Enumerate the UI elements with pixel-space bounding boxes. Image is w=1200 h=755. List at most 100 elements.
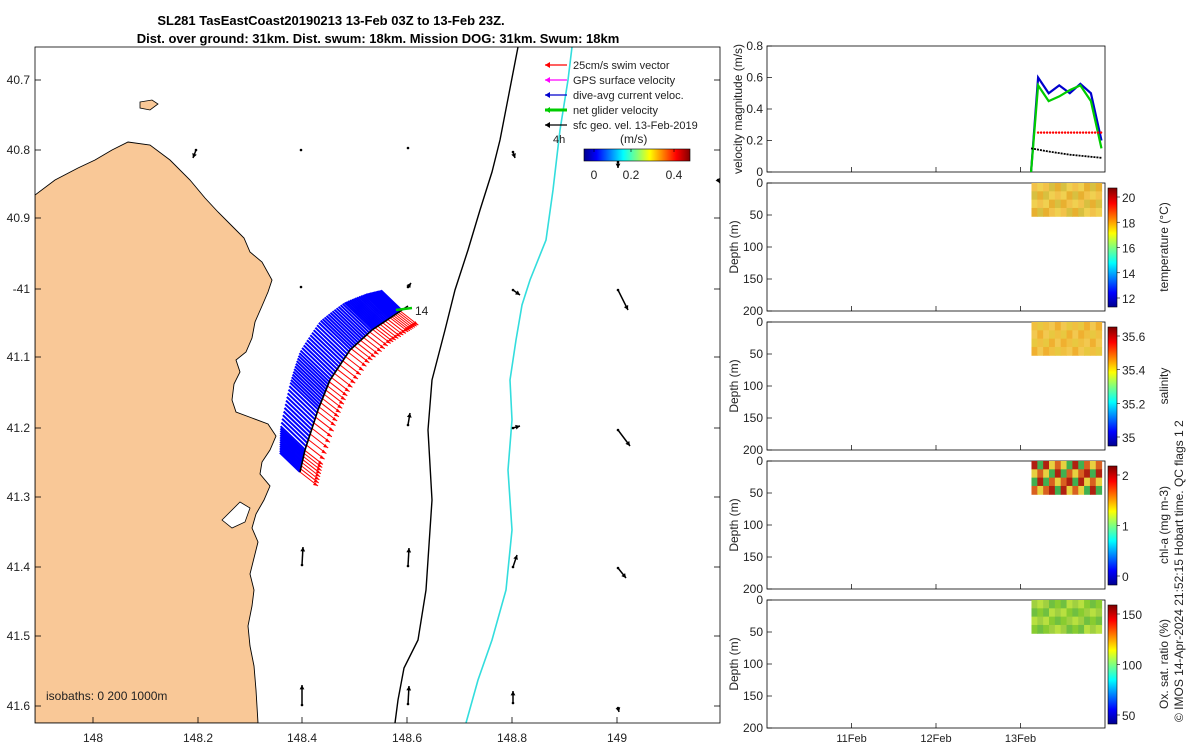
depth-tick-label: 50: [750, 208, 764, 222]
heatmap-cell: [1095, 191, 1103, 201]
colorbar-tick-label: 2: [1122, 469, 1129, 483]
heatmap-cell: [1072, 191, 1079, 201]
heatmap-cell: [1078, 183, 1085, 192]
heatmap-cell: [1049, 485, 1056, 495]
heatmap-cell: [1066, 469, 1073, 479]
time-tick-label: 13Feb: [1005, 733, 1036, 745]
heatmap-cell: [1043, 469, 1050, 479]
heatmap-cell: [1089, 608, 1097, 618]
heatmap-cell: [1049, 183, 1056, 192]
heatmap-cell: [1049, 608, 1056, 618]
vel-point: [1057, 131, 1061, 134]
heatmap-cell: [1072, 183, 1079, 192]
heatmap-cell: [1037, 191, 1044, 201]
lat-tick-label: 40.7: [7, 73, 31, 87]
heatmap-cell: [1049, 330, 1056, 340]
heatmap-cell: [1037, 346, 1044, 356]
heatmap-cell: [1037, 199, 1044, 209]
lat-tick-label: -41: [13, 282, 31, 296]
heatmap-cell: [1084, 199, 1091, 209]
heatmap-cell: [1037, 600, 1044, 609]
estuary: [221, 501, 251, 529]
heatmap-cell: [1043, 330, 1050, 340]
colorbar-tick-label: 100: [1122, 659, 1142, 673]
heatmap-cell: [1043, 461, 1050, 470]
heatmap-cell: [1060, 461, 1068, 470]
heatmap-cell: [1054, 485, 1062, 495]
heatmap-cell: [1072, 624, 1079, 634]
heatmap-cell: [1031, 600, 1038, 609]
heatmap-cell: [1043, 191, 1050, 201]
heatmap-cell: [1031, 207, 1038, 217]
heatmap-cell: [1078, 461, 1085, 470]
vel-point: [1069, 131, 1073, 134]
section-panel: 0 50 100 150 200 Depth (m) 20 18 16 14 12 temperatu…: [727, 176, 1171, 318]
depth-tick-label: 150: [743, 272, 763, 286]
depth-ylabel: Depth (m): [727, 220, 741, 273]
vel-point: [1099, 131, 1103, 134]
colorbar-title: (m/s): [620, 132, 647, 146]
colorbar-tick-label: 0: [591, 168, 598, 182]
legend-item-label: net glider velocity: [573, 105, 658, 117]
vel-point: [1093, 131, 1097, 134]
heatmap-cell: [1066, 485, 1073, 495]
heatmap-cell: [1043, 322, 1050, 331]
colorbar-tick-label: 0: [1122, 570, 1129, 584]
heatmap-cell: [1054, 461, 1062, 470]
heatmap-cell: [1095, 338, 1103, 348]
vel-point: [1090, 131, 1094, 134]
glider-track: [299, 305, 409, 473]
heatmap-cell: [1037, 624, 1044, 634]
section-colorbar: [1107, 604, 1118, 725]
depth-tick-label: 50: [750, 347, 764, 361]
heatmap-cell: [1078, 616, 1085, 626]
lon-tick-label: 148.8: [497, 731, 527, 745]
colorbar-tick-label: 35.6: [1122, 330, 1146, 344]
depth-ylabel: Depth (m): [727, 359, 741, 412]
vel-point: [1084, 131, 1088, 134]
heatmap-cell: [1060, 338, 1068, 348]
heatmap-cell: [1066, 600, 1073, 609]
isobath-1000: [465, 47, 573, 723]
heatmap-cell: [1031, 477, 1038, 487]
heatmap-cell: [1095, 322, 1103, 331]
speed-colorbar: [583, 148, 691, 162]
heatmap-cell: [1060, 469, 1068, 479]
heatmap-cell: [1084, 469, 1091, 479]
heatmap-cell: [1043, 346, 1050, 356]
heatmap-cell: [1072, 485, 1079, 495]
heatmap-cell: [1095, 199, 1103, 209]
heatmap-cell: [1031, 461, 1038, 470]
heatmap-cell: [1095, 330, 1103, 340]
vel-point: [1066, 131, 1070, 134]
heatmap-cell: [1043, 485, 1050, 495]
heatmap-cell: [1078, 322, 1085, 331]
heatmap-cell: [1031, 338, 1038, 348]
depth-tick-label: 100: [743, 240, 763, 254]
lat-tick-label: 41.4: [7, 560, 31, 574]
heatmap-cell: [1031, 191, 1038, 201]
heatmap-cell: [1049, 461, 1056, 470]
heatmap-cell: [1095, 183, 1103, 192]
lat-tick-label: 41.5: [7, 629, 31, 643]
section-panel: 0 50 100 150 200 Depth (m) 2 1 0 chl-a (mg m-3): [727, 454, 1171, 596]
heatmap-cell: [1089, 183, 1097, 192]
heatmap-cell: [1037, 330, 1044, 340]
heatmap-cell: [1049, 338, 1056, 348]
colorbar-tick-label: 14: [1122, 267, 1136, 281]
depth-tick-label: 50: [750, 625, 764, 639]
section-panel: 0 50 100 150 200 Depth (m) 35.6 35.4 35.2 35 salin…: [727, 315, 1171, 457]
heatmap-cell: [1043, 624, 1050, 634]
heatmap-cell: [1084, 322, 1091, 331]
heatmap-cell: [1089, 322, 1097, 331]
heatmap-cell: [1054, 322, 1062, 331]
colorbar-tick-label: 35: [1122, 431, 1136, 445]
colorbar-tick-label: 0.2: [623, 168, 640, 182]
colorbar-label: Ox. sat. ratio (%): [1157, 619, 1171, 709]
depth-tick-label: 200: [743, 582, 763, 596]
heatmap-cell: [1060, 207, 1068, 217]
heatmap-cell: [1054, 477, 1062, 487]
vel-point: [1075, 131, 1079, 134]
heatmap-cell: [1084, 600, 1091, 609]
heatmap-cell: [1089, 207, 1097, 217]
